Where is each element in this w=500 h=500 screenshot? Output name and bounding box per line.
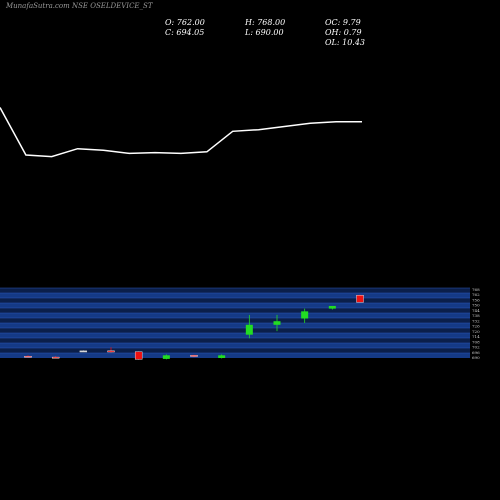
ol-label: OL: 10.43 xyxy=(325,38,365,47)
grid-band xyxy=(0,313,470,318)
candle-body xyxy=(51,356,60,359)
y-tick-label: 762 xyxy=(472,292,480,297)
candle-body xyxy=(273,321,281,325)
y-tick-label: 714 xyxy=(472,334,480,339)
candle-body xyxy=(356,294,364,303)
grid-band xyxy=(0,338,470,343)
y-tick-label: 750 xyxy=(472,303,480,308)
y-axis-ticks: 7687627567507447387327267207147087026966… xyxy=(472,287,480,360)
grid-band xyxy=(0,333,470,338)
grid-band xyxy=(0,348,470,353)
candle-body xyxy=(190,355,198,357)
grid-band xyxy=(0,303,470,308)
y-tick-label: 726 xyxy=(472,324,480,329)
grid-band xyxy=(0,323,470,328)
chart-title: MunafaSutra.com NSE OSELDEVICE_ST xyxy=(5,2,154,10)
grid-band xyxy=(0,318,470,323)
candle-body xyxy=(218,355,226,358)
y-tick-label: 696 xyxy=(472,350,480,355)
y-tick-label: 702 xyxy=(472,345,480,350)
y-tick-label: 744 xyxy=(472,308,480,313)
candle-body xyxy=(245,324,253,335)
grid-band xyxy=(0,343,470,348)
candle-body xyxy=(134,351,143,360)
candle-body xyxy=(328,305,336,309)
grid-band xyxy=(0,353,470,358)
low-label: L: 690.00 xyxy=(244,28,284,37)
y-tick-label: 708 xyxy=(472,339,480,344)
candle-body xyxy=(24,356,32,358)
y-tick-label: 690 xyxy=(472,355,480,360)
candle-body xyxy=(107,350,115,353)
line-series xyxy=(0,107,362,158)
candle-body xyxy=(79,350,88,353)
candle-panel-bands xyxy=(0,287,470,358)
candle-body xyxy=(162,355,170,359)
y-tick-label: 768 xyxy=(472,287,480,292)
candlestick-chart xyxy=(24,294,364,360)
grid-band xyxy=(0,308,470,313)
grid-band xyxy=(0,298,470,303)
open-label: O: 762.00 xyxy=(165,18,205,27)
oh-label: OH: 0.79 xyxy=(325,28,362,37)
grid-band xyxy=(0,288,470,293)
y-tick-label: 732 xyxy=(472,318,480,323)
candle-body xyxy=(301,311,309,319)
price-line-chart xyxy=(0,107,362,158)
oc-label: OC: 9.79 xyxy=(325,18,361,27)
y-tick-label: 756 xyxy=(472,297,480,302)
close-label: C: 694.05 xyxy=(165,28,204,37)
grid-band xyxy=(0,328,470,333)
grid-band xyxy=(0,293,470,298)
high-label: H: 768.00 xyxy=(244,18,285,27)
y-tick-label: 720 xyxy=(472,329,480,334)
y-tick-label: 738 xyxy=(472,313,480,318)
